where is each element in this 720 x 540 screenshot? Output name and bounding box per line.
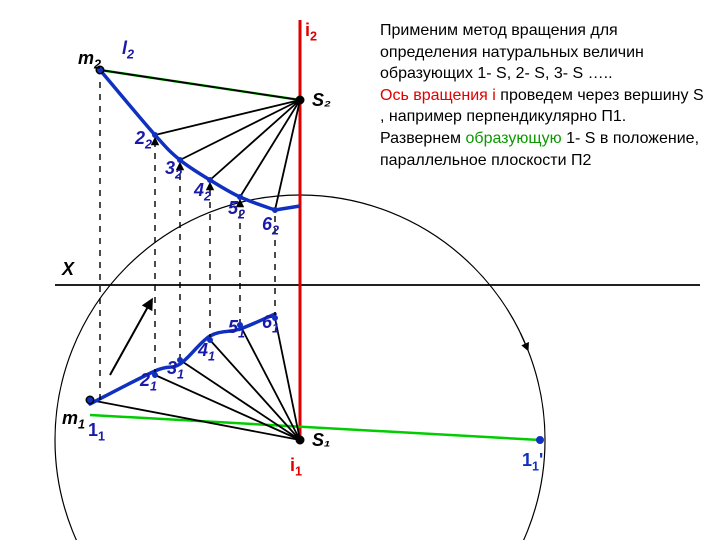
label-11: 11 bbox=[88, 420, 105, 444]
diagram-stage: Применим метод вращения для определения … bbox=[0, 0, 720, 540]
label-bot-4: 61 bbox=[262, 312, 279, 336]
label-bot-0: 21 bbox=[140, 370, 157, 394]
label-bot-3: 51 bbox=[228, 317, 245, 341]
label-top-2: 42 bbox=[194, 180, 211, 204]
label-bot-1: 31 bbox=[167, 358, 184, 382]
text-p1: Применим метод вращения для определения … bbox=[380, 22, 644, 82]
label-m1: m1 bbox=[62, 408, 85, 432]
text-p3a: образующую bbox=[466, 130, 567, 147]
label-top-3: 52 bbox=[228, 198, 245, 222]
label-i2: i2 bbox=[305, 20, 317, 44]
label-l2: l2 bbox=[122, 38, 134, 62]
label-i1: i1 bbox=[290, 455, 302, 479]
label-top-4: 62 bbox=[262, 214, 279, 238]
label-x-axis: X bbox=[62, 259, 74, 280]
label-s1: S₁ bbox=[312, 430, 330, 451]
label-top-0: 22 bbox=[135, 128, 152, 152]
label-bot-2: 41 bbox=[198, 340, 215, 364]
label-11prime: 11' bbox=[522, 450, 543, 474]
label-s2: S₂ bbox=[312, 90, 331, 111]
text-p2a: Ось вращения bbox=[380, 87, 492, 104]
explanation-text: Применим метод вращения для определения … bbox=[380, 20, 710, 171]
label-top-1: 32 bbox=[165, 158, 182, 182]
label-m2: m2 bbox=[78, 48, 101, 72]
